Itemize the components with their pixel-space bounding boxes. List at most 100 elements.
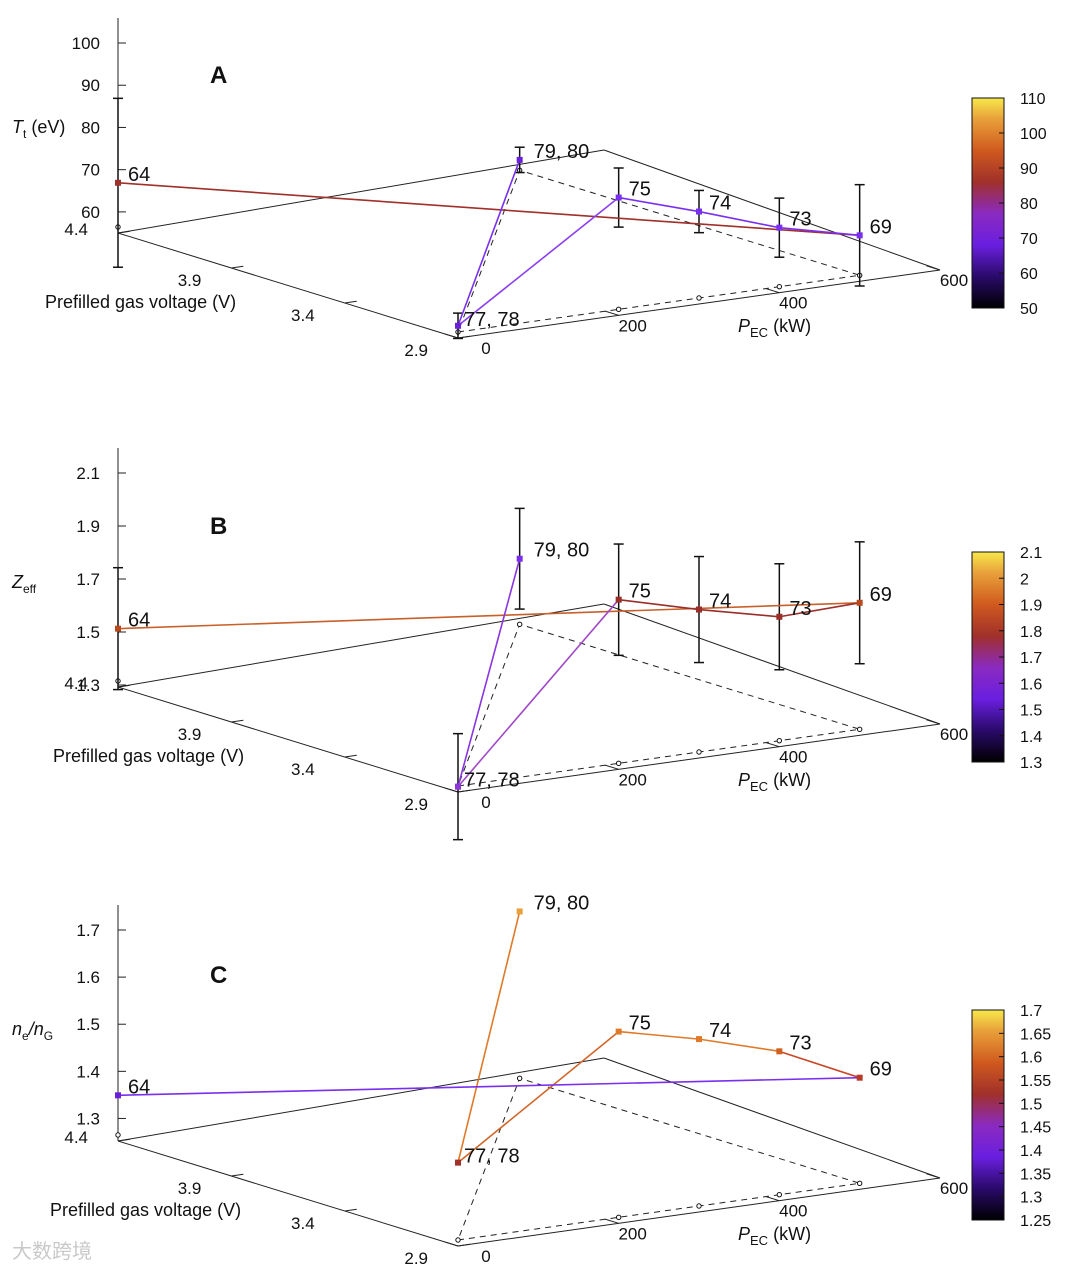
colorbar-tick-label: 90 [1020,161,1038,178]
x-tick-label: 400 [779,748,807,767]
x-label-sub: EC [750,1233,768,1248]
series-line [698,608,780,618]
z-tick-label: 1.9 [76,517,100,536]
data-label-73: 73 [789,1032,811,1054]
series-line [618,1030,700,1040]
x-tick-label: 200 [618,316,646,335]
colorbar-tick-label: 1.3 [1020,1190,1042,1207]
x-tick-mark [444,787,459,793]
colorbar-tick-label: 1.3 [1020,755,1042,772]
data-label-79-80: 79, 80 [534,141,590,163]
y-tick-mark [457,789,471,793]
panel-c: 02004006002.93.43.94.41.31.41.51.61.7ne/… [12,892,1051,1268]
z-tick-label: 1.6 [76,968,100,987]
data-point-74 [696,606,702,613]
z-label-sub2: G [44,1029,53,1043]
data-point-79-80 [516,908,523,915]
floor-right-line [603,149,941,271]
x-tick-mark [604,764,619,770]
data-label-69: 69 [870,1059,892,1081]
axis-voltage-line [117,686,459,793]
z-tick-label: 2.1 [76,464,100,483]
x-axis-label: PEC (kW) [738,770,811,794]
y-tick-label: 2.9 [404,1249,428,1268]
data-label-69: 69 [870,216,892,238]
series-line [457,558,521,787]
z-label-unit: (eV) [26,117,65,137]
x-label-main: P [738,770,750,790]
data-point-69 [856,232,863,239]
y-tick-mark [344,754,357,758]
y-tick-label: 3.4 [291,760,315,779]
z-tick-label: 80 [81,118,100,137]
colorbar-tick-label: 110 [1020,91,1046,108]
z-tick-label: 1.4 [76,1062,100,1081]
panel-label: B [210,513,227,540]
floor-point-73 [776,283,783,290]
floor-point-69 [856,1180,863,1187]
series-line [457,911,521,1163]
x-tick-label: 0 [481,339,490,358]
data-label-64: 64 [128,1076,150,1098]
data-point-73 [776,613,783,620]
x-tick-mark [926,719,941,725]
colorbar-tick-label: 1.7 [1020,1003,1042,1020]
series-line [457,159,521,327]
y-tick-mark [344,300,357,304]
data-label-79-80: 79, 80 [534,892,590,914]
z-axis-label: Tt (eV) [12,117,65,141]
data-label-77-78: 77, 78 [464,770,520,792]
series-line [779,601,860,618]
floor-right-line [603,1057,941,1179]
z-tick-label: 1.7 [76,570,100,589]
y-tick-label: 3.9 [178,271,202,290]
colorbar-tick-label: 1.55 [1020,1073,1051,1090]
x-tick-label: 400 [779,1202,807,1221]
data-point-79-80 [516,555,523,562]
data-point-69 [856,599,863,606]
floor-point-79-80 [516,621,523,628]
axis-power-line [457,269,941,339]
y-axis-label: Prefilled gas voltage (V) [53,746,244,766]
colorbar-tick-label: 1.9 [1020,598,1042,615]
colorbar [971,1009,1005,1221]
x-tick-mark [765,1195,780,1202]
data-label-75: 75 [629,581,651,603]
x-label-main: P [738,316,750,336]
data-point-64 [115,1092,121,1099]
z-axis-label: ne/nG [12,1019,53,1043]
y-axis-label: Prefilled gas voltage (V) [50,1200,241,1220]
colorbar-tick-label: 70 [1020,231,1038,248]
y-axis-label: Prefilled gas voltage (V) [45,292,236,312]
data-label-74: 74 [709,1020,731,1042]
data-point-74 [696,208,702,215]
colorbar-tick-label: 1.25 [1020,1213,1051,1230]
series-line [117,601,860,630]
z-label-div: /n [27,1019,44,1039]
data-point-77-78 [455,322,461,329]
colorbar-tick-label: 2 [1020,571,1029,588]
series-line [698,1038,780,1053]
data-point-69 [856,1074,863,1081]
y-tick-label: 4.4 [64,674,88,693]
floor-point-73 [776,1191,783,1198]
data-label-64: 64 [128,610,150,632]
panel-label: C [210,962,227,989]
x-tick-label: 0 [481,793,490,812]
data-point-75 [615,194,622,201]
floor-right-line [603,603,941,725]
colorbar-tick-label: 2.1 [1020,545,1042,562]
y-tick-label: 3.9 [178,1179,202,1198]
series-line [117,181,860,237]
panel-label: A [210,62,227,89]
z-tick-label: 1.3 [76,676,100,695]
watermark: 大数跨境 [12,1240,92,1263]
z-tick-label: 1.3 [76,1109,100,1128]
data-point-73 [776,224,783,231]
axis-power-line [457,1177,941,1247]
z-tick-label: 60 [81,203,100,222]
y-tick-label: 3.4 [291,306,315,325]
colorbar-tick-label: 1.7 [1020,650,1042,667]
floor-point-79-80 [516,1075,523,1082]
